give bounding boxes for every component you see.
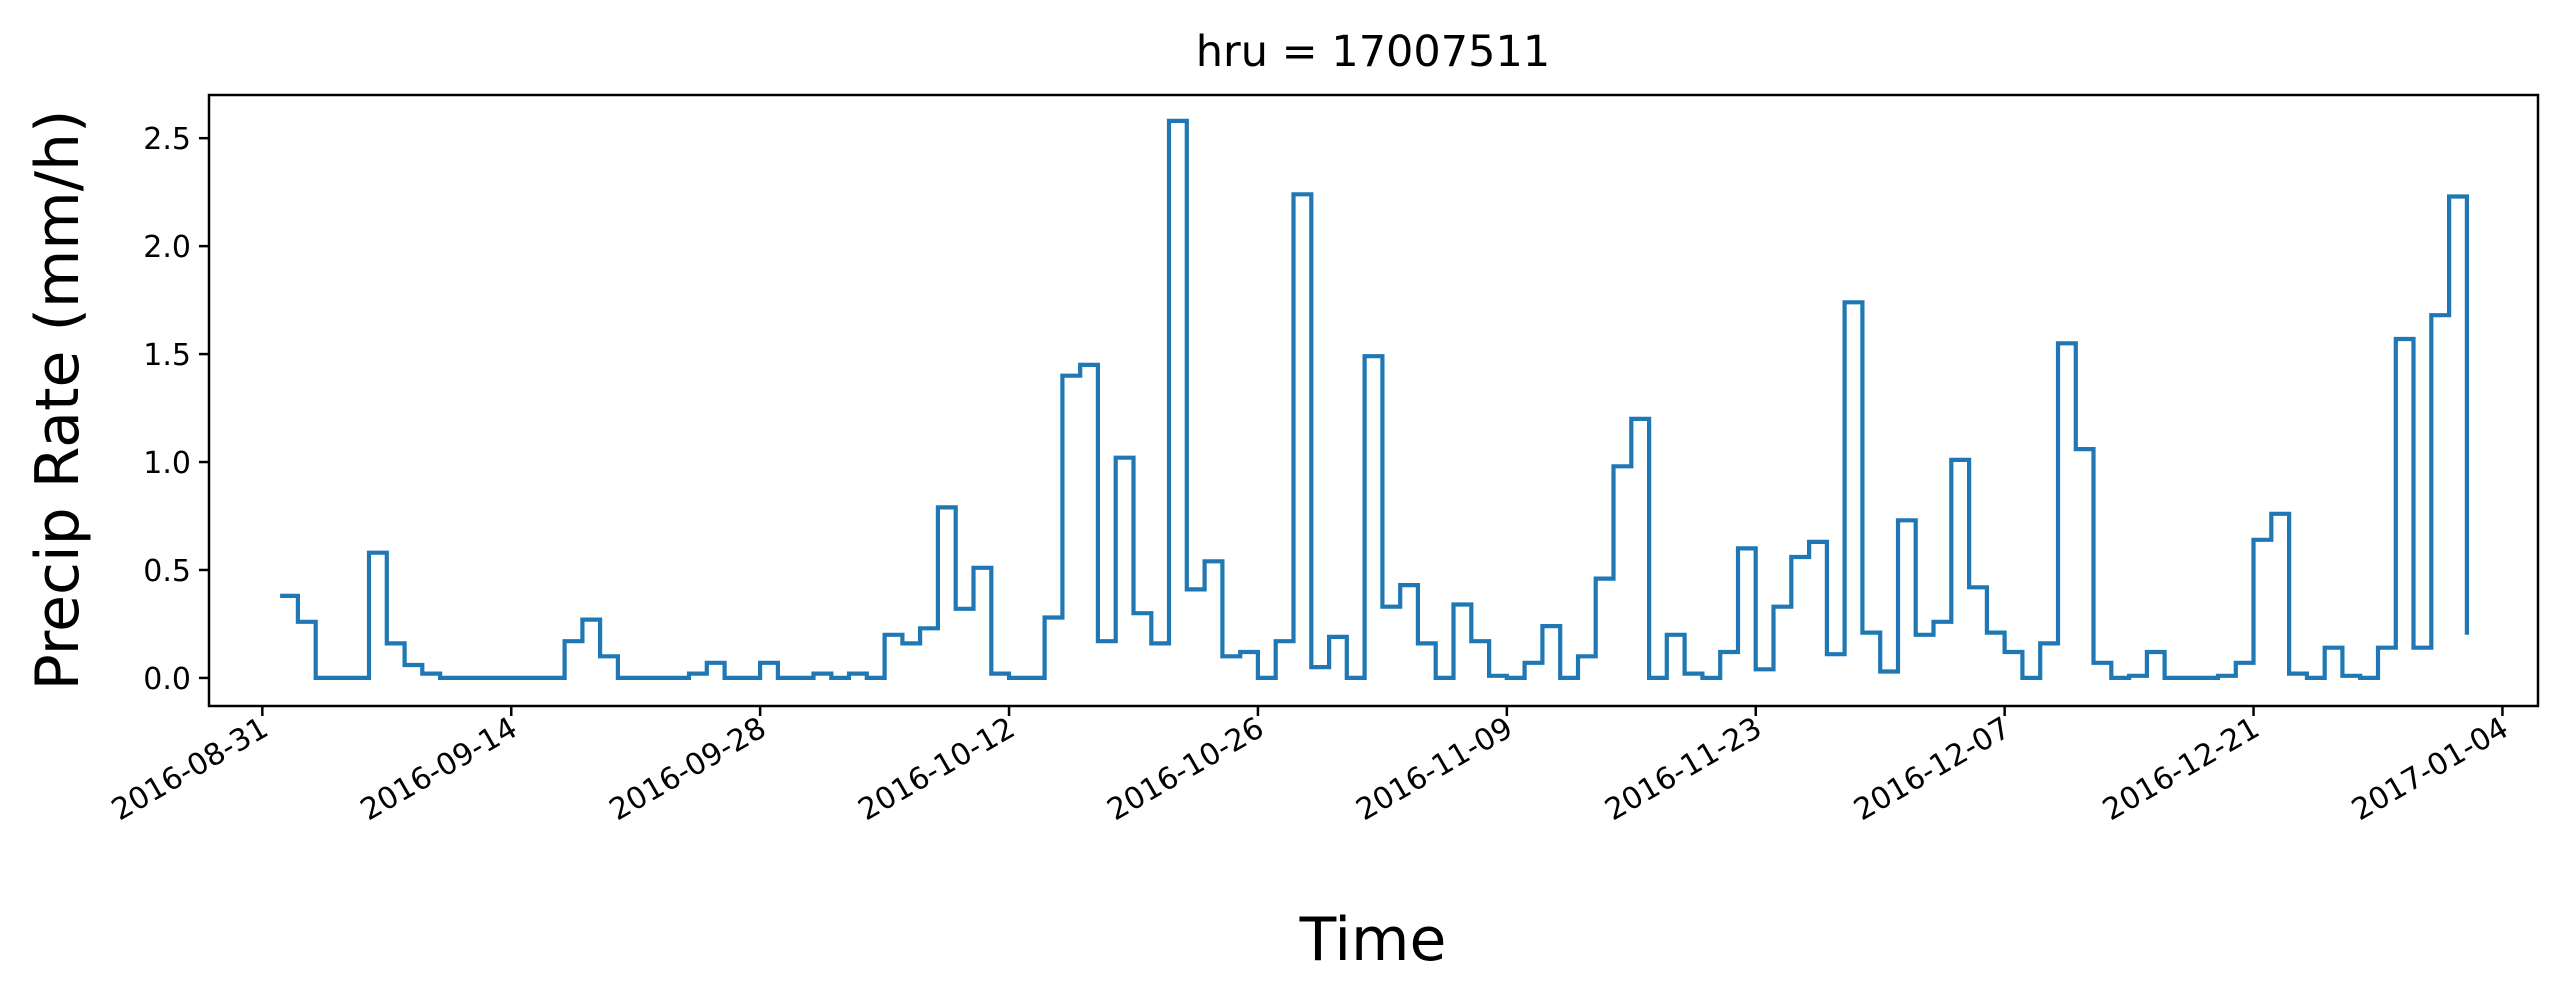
x-tick-label: 2016-09-28 [604,711,772,828]
x-axis-title: Time [1299,905,1447,975]
y-tick-label: 2.0 [143,230,191,265]
chart-title: hru = 17007511 [1196,27,1550,77]
x-tick-label: 2016-10-12 [853,711,1021,828]
x-tick-label: 2017-01-04 [2346,711,2514,828]
x-tick-label: 2016-12-21 [2097,711,2265,828]
x-tick-label: 2016-12-07 [1848,711,2016,828]
plot-area-frame [207,93,2540,708]
y-axis-title: Precip Rate (mm/h) [23,110,93,691]
y-axis-ticks: 0.0 0.5 1.0 1.5 2.0 2.5 [143,122,209,697]
x-tick-label: 2016-09-14 [355,711,523,828]
x-tick-label: 2016-08-31 [106,711,274,828]
y-tick-label: 2.5 [143,122,191,157]
y-tick-label: 1.0 [143,446,191,481]
x-axis-ticks: 2016-08-31 2016-09-14 2016-09-28 2016-10-12… [106,706,2514,828]
x-tick-label: 2016-11-09 [1350,711,1518,828]
y-tick-label: 0.0 [143,662,191,697]
y-tick-label: 1.5 [143,338,191,373]
x-tick-label: 2016-11-23 [1599,711,1767,828]
precip-series-line [280,118,2469,680]
y-tick-label: 0.5 [143,554,191,589]
x-tick-label: 2016-10-26 [1101,711,1269,828]
